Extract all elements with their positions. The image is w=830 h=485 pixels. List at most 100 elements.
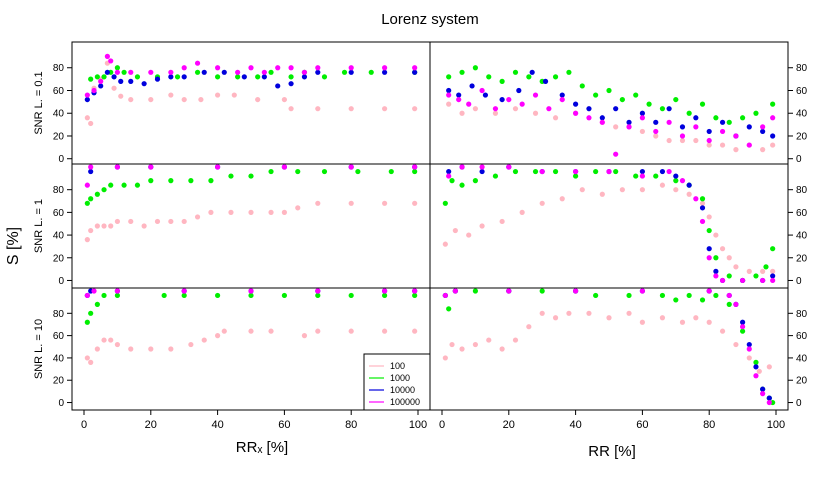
data-point bbox=[666, 168, 672, 175]
data-point bbox=[472, 65, 478, 71]
y-tick-label: 20 bbox=[796, 376, 808, 387]
data-point bbox=[215, 74, 221, 80]
data-point bbox=[573, 168, 579, 175]
data-point bbox=[101, 223, 107, 229]
panel-middle-right: 0 20 40 60 80 bbox=[429, 163, 808, 289]
data-point bbox=[659, 315, 666, 321]
data-point bbox=[559, 196, 565, 202]
data-point bbox=[255, 74, 261, 80]
data-point bbox=[94, 74, 100, 80]
data-point bbox=[740, 328, 746, 334]
x-axis-label-right: RR [%] bbox=[588, 443, 636, 460]
data-point bbox=[128, 96, 134, 103]
data-point bbox=[753, 110, 759, 116]
legend: 100 1000 10000 100000 bbox=[363, 353, 431, 411]
data-point bbox=[756, 368, 762, 374]
data-point bbox=[101, 292, 107, 299]
data-point bbox=[626, 310, 632, 316]
data-point bbox=[753, 273, 759, 279]
data-point bbox=[321, 168, 328, 175]
x-tick-label: 80 bbox=[345, 419, 357, 431]
data-point bbox=[606, 87, 612, 94]
y-tick-label: 60 bbox=[53, 331, 65, 342]
data-point bbox=[412, 288, 418, 294]
data-point bbox=[713, 292, 719, 299]
y-tick-label: 40 bbox=[796, 109, 808, 120]
data-point bbox=[482, 92, 489, 98]
data-point bbox=[268, 168, 274, 175]
y-tick-label: 20 bbox=[53, 131, 65, 142]
data-point bbox=[653, 128, 659, 135]
data-point bbox=[466, 232, 472, 238]
data-point bbox=[770, 142, 776, 148]
data-point bbox=[499, 346, 505, 352]
data-point bbox=[693, 115, 699, 121]
y-tick-label: 60 bbox=[53, 208, 65, 219]
data-point bbox=[84, 292, 90, 299]
data-point bbox=[84, 92, 90, 98]
data-point bbox=[148, 346, 154, 352]
data-point bbox=[88, 120, 94, 127]
series-100000 bbox=[442, 288, 772, 406]
data-point bbox=[699, 297, 706, 303]
data-point bbox=[281, 96, 287, 103]
data-point bbox=[472, 341, 478, 348]
data-point bbox=[639, 115, 646, 121]
data-point bbox=[88, 164, 94, 170]
data-point bbox=[261, 69, 267, 75]
data-point bbox=[552, 115, 559, 121]
data-point bbox=[118, 93, 124, 99]
data-point bbox=[114, 69, 120, 75]
data-point bbox=[241, 74, 247, 80]
data-point bbox=[760, 268, 766, 274]
data-point bbox=[573, 110, 579, 116]
data-point bbox=[753, 364, 759, 370]
data-point bbox=[442, 292, 448, 299]
data-point bbox=[606, 168, 612, 175]
data-point bbox=[235, 69, 241, 75]
data-point bbox=[532, 110, 539, 116]
data-point bbox=[154, 76, 161, 82]
series-10000 bbox=[446, 69, 776, 139]
data-point bbox=[452, 227, 458, 234]
data-point bbox=[442, 355, 448, 361]
data-point bbox=[706, 214, 712, 220]
data-point bbox=[215, 164, 221, 170]
data-point bbox=[248, 173, 254, 179]
data-point bbox=[639, 173, 646, 179]
panels-group: 0 20 40 60 80 SNR L. = 0.1 0 20 40 60 80 0 20 40 60 80 S… bbox=[33, 41, 808, 431]
data-point bbox=[88, 168, 94, 175]
series-100000 bbox=[84, 53, 418, 98]
data-point bbox=[770, 246, 776, 252]
data-point bbox=[639, 319, 646, 325]
data-point bbox=[586, 106, 592, 112]
y-tick-label: 60 bbox=[796, 208, 808, 219]
data-point bbox=[679, 124, 686, 130]
data-point bbox=[382, 288, 388, 294]
x-axis-label-left: RRₓ [%] bbox=[236, 439, 288, 456]
data-point bbox=[148, 69, 154, 75]
panel-bottom-right: 0 20 40 60 80 0 20 40 60 80 100 bbox=[429, 287, 808, 431]
data-point bbox=[104, 69, 110, 75]
data-point bbox=[382, 65, 388, 71]
data-point bbox=[412, 69, 418, 75]
data-point bbox=[733, 301, 739, 307]
data-point bbox=[446, 101, 452, 107]
data-point bbox=[412, 292, 418, 299]
data-point bbox=[713, 232, 719, 238]
series-1000 bbox=[442, 168, 776, 284]
data-point bbox=[686, 110, 692, 116]
x-tick-label: 80 bbox=[703, 419, 715, 431]
data-point bbox=[633, 92, 639, 98]
panel-frame bbox=[429, 41, 789, 165]
data-point bbox=[516, 87, 522, 94]
data-point bbox=[740, 324, 746, 330]
data-point bbox=[746, 346, 752, 352]
series-100000 bbox=[84, 288, 418, 299]
data-point bbox=[355, 168, 361, 175]
data-point bbox=[659, 168, 666, 175]
panel-y-label: SNR L. = 1 bbox=[33, 199, 45, 253]
x-tick-label: 0 bbox=[439, 419, 445, 431]
data-point bbox=[154, 218, 161, 225]
data-point bbox=[766, 395, 772, 401]
